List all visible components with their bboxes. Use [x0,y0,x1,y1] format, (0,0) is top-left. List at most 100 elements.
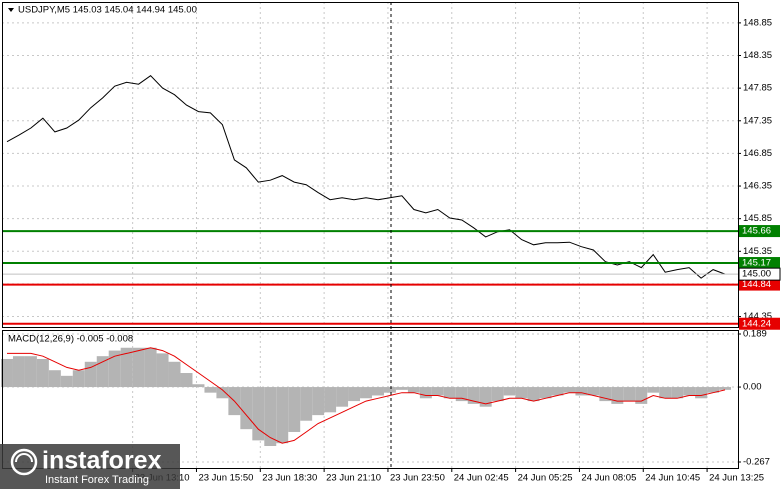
level-label: 145.17 [742,258,771,269]
y-tick-label: 147.85 [743,83,772,94]
signal-line [7,347,726,444]
level-label-bg [739,225,780,238]
histogram-bar [503,387,516,396]
x-tick-label: 24 Jun 08:05 [581,473,636,484]
watermark-brand: instaforex [42,447,162,475]
watermark-logo-arc [15,453,33,463]
histogram-bar [60,375,73,388]
main-panel-frame [2,2,739,328]
histogram-bar [383,387,396,393]
histogram-bar [240,387,253,430]
y-tick-label: 144.35 [743,311,772,322]
histogram-bar [108,350,121,388]
histogram-bar [443,387,456,399]
histogram-bar [479,387,492,407]
histogram-bar [431,387,444,396]
histogram-bar [360,387,372,399]
histogram-bar [719,387,732,390]
histogram-bar [36,358,49,388]
histogram-bar [683,387,696,396]
histogram-bar [659,387,672,399]
histogram-bar [695,387,708,399]
level-label: 144.24 [742,318,771,329]
x-tick-label: 24 Jun 02:45 [454,473,509,484]
y-tick-label: 148.85 [743,17,772,28]
histogram-bar [647,387,660,393]
histogram-bar [539,387,552,399]
histogram-bar [575,387,588,396]
x-tick-label: 23 Jun 15:50 [198,473,253,484]
histogram-bar [455,387,468,402]
y-tick-label: 0.189 [743,329,767,340]
histogram-bar [312,387,325,416]
histogram-bar [419,387,432,399]
histogram-bar [168,361,181,388]
histogram-bar [563,387,576,393]
macd-title: MACD(12,26,9) -0.005 -0.008 [8,334,133,345]
y-tick-label: 146.35 [743,181,772,192]
y-tick-label: -0.267 [743,457,770,468]
histogram-bar [587,387,600,396]
price-line [6,75,726,279]
histogram-bar [24,356,37,388]
histogram-bar [276,387,289,444]
level-label: 144.84 [742,279,771,290]
histogram-bar [1,358,13,388]
histogram-bar [371,387,384,396]
level-label: 145.66 [742,226,771,237]
y-tick-label: 147.35 [743,115,772,126]
histogram-bar [348,387,361,402]
histogram-bar [491,387,504,402]
histogram-bar [120,347,133,388]
histogram-bar [72,370,85,388]
histogram-bar [395,387,408,390]
y-tick-label: 145.85 [743,213,772,224]
histogram-bar [515,387,528,399]
histogram-bar [192,384,205,388]
histogram-bar [48,370,61,388]
y-tick-label: 145.35 [743,246,772,257]
histogram-bar [407,387,420,393]
level-label-bg [739,257,780,270]
level-label-bg [739,317,780,330]
x-tick-label: 23 Jun 21:10 [326,473,381,484]
x-tick-label: 23 Jun 18:30 [262,473,317,484]
histogram-bar [264,387,277,446]
histogram-bar [527,387,540,402]
histogram-bar [204,387,217,393]
histogram-bar [96,356,109,388]
histogram-bar [288,387,301,432]
level-label-bg [739,278,780,291]
chart-title: USDJPY,M5 145.03 145.04 144.94 145.00 [18,5,197,16]
last-price-bg [738,267,781,281]
histogram-bar [84,361,97,388]
watermark: instaforex Instant Forex Trading [0,444,180,489]
macd-panel-frame [2,330,739,469]
marks-layer [1,75,738,446]
x-tick-label: 23 Jun 23:50 [390,473,445,484]
histogram-bar [599,387,612,402]
histogram-bar [707,387,720,393]
histogram-bar [252,387,265,441]
histogram-bar [551,387,564,396]
histogram-bar [671,387,684,399]
histogram-bar [336,387,349,407]
x-tick-label: 24 Jun 13:25 [709,473,764,484]
y-tick-label: 148.35 [743,50,772,61]
histogram-bar [156,353,169,388]
symbol-menu-icon [8,8,14,12]
grid-layer [2,2,738,468]
histogram-bar [216,387,229,399]
histogram-bar [324,387,337,413]
y-tick-label: 146.85 [743,148,772,159]
histogram-bar [12,356,25,388]
x-tick-label: 24 Jun 10:45 [645,473,700,484]
histogram-bar [144,347,157,388]
watermark-tagline: Instant Forex Trading [45,474,149,486]
histogram-bar [623,387,636,402]
histogram-bar [180,373,193,388]
histogram-bar [611,387,624,404]
histogram-bar [132,347,145,388]
